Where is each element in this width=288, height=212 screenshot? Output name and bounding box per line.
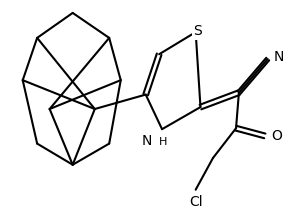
Text: N: N <box>142 134 152 148</box>
Text: H: H <box>159 137 168 147</box>
Text: N: N <box>274 50 284 64</box>
Text: S: S <box>193 24 202 38</box>
Text: O: O <box>272 129 283 143</box>
Text: Cl: Cl <box>189 195 202 209</box>
